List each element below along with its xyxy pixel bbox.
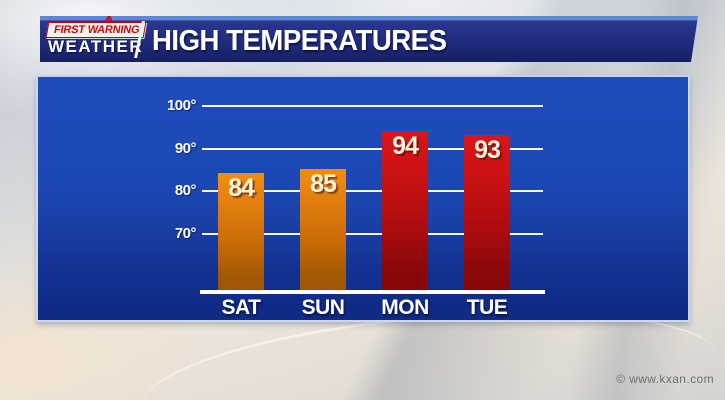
bar-value-label: 93 [474,135,501,164]
chart-panel: 100° 90° 80° 70° 84 SAT 85 SUN 94 MON 93 TUE [36,75,690,322]
header-banner: FIRST WARNING WEATHER HIGH TEMPERATURES [40,16,698,62]
page-title: HIGH TEMPERATURES [152,25,447,57]
x-axis-label: MON [381,296,429,319]
gridline [202,190,543,192]
logo-weather: WEATHER [48,37,144,56]
bar-value-label: 94 [392,131,419,160]
gridline [202,232,543,235]
bar-tue: 93 [464,134,510,290]
bar-sat: 84 [218,173,264,290]
gridline [202,147,543,150]
bar-value-label: 85 [310,169,337,198]
ytick-label: 90° [174,139,197,157]
plot-area: 100° 90° 80° 70° 84 SAT 85 SUN 94 MON 93 TUE [38,77,688,320]
x-axis-label: TUE [466,296,508,319]
x-axis-label: SUN [301,296,345,319]
watermark: © www.kxan.com [616,372,714,386]
bar-mon: 94 [382,130,428,290]
ytick-label: 80° [174,182,197,199]
x-axis-label: SAT [221,296,261,319]
station-logo: FIRST WARNING WEATHER [45,21,145,59]
gridline [202,105,543,107]
ytick-label: 70° [174,224,197,242]
bar-sun: 85 [300,168,346,290]
x-axis-line [200,290,545,294]
logo-first-warning: FIRST WARNING [46,22,147,38]
bar-value-label: 84 [228,174,255,202]
ytick-label: 100° [166,97,197,114]
